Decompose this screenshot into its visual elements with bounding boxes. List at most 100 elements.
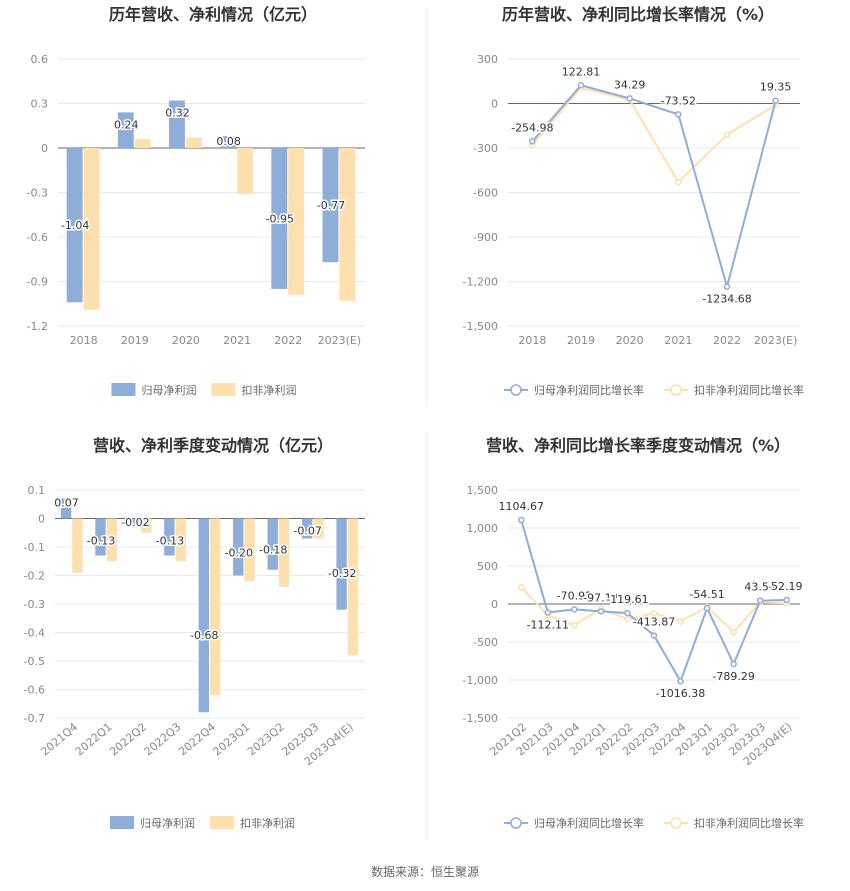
quarterly-profit-y-tick-label: -0.5 (24, 655, 45, 668)
quarterly-profit-data-label: -0.13 (87, 535, 115, 548)
quarterly-growth-point-secondary (571, 622, 578, 629)
quarterly-profit-data-label: -0.13 (156, 535, 184, 548)
annual-profit-x-tick-label: 2018 (70, 334, 98, 347)
legend-marker-secondary (670, 384, 682, 396)
annual-profit-title: 历年营收、净利情况（亿元） (109, 5, 317, 24)
annual-growth-point-primary (577, 82, 585, 89)
quarterly-growth-data-label: -789.29 (712, 670, 754, 683)
quarterly-profit-bar-primary (95, 518, 106, 556)
annual-growth-data-label: 34.29 (614, 78, 646, 91)
quarterly-growth-point-secondary (650, 609, 658, 617)
quarterly-growth-data-label: 52.19 (771, 580, 803, 593)
annual-growth-point-secondary (675, 178, 682, 186)
quarterly-growth-point-primary (783, 596, 790, 604)
annual-profit-y-tick-label: 0.6 (31, 53, 49, 66)
annual-profit-y-tick-label: -0.9 (27, 276, 48, 289)
quarterly-growth-point-secondary (730, 628, 737, 636)
annual-profit-y-tick-label: 0 (41, 142, 48, 155)
quarterly-profit-data-label: 0.07 (54, 497, 79, 510)
quarterly-growth-point-primary (650, 632, 658, 639)
legend-marker-primary (510, 817, 522, 829)
annual-profit-y-tick-label: -0.3 (27, 187, 48, 200)
quarterly-growth-chart: 营收、净利同比增长率季度变动情况（%） 1,500 1,000 500 0 -500 -1,… (463, 436, 804, 830)
quarterly-growth-point-primary (756, 597, 764, 604)
annual-profit-y-tick-label: 0.3 (31, 98, 49, 111)
quarterly-profit-bar-secondary (347, 518, 359, 656)
annual-profit-bar-primary (220, 136, 237, 148)
quarterly-profit-x-tick-label: 2023Q1 (211, 720, 253, 758)
annual-growth-legend: 归母净利润同比增长率 扣非净利润同比增长率 (504, 383, 804, 397)
quarterly-growth-y-tick-label: 0 (491, 598, 498, 611)
quarterly-profit-bar-primary (301, 518, 313, 539)
annual-profit-bar-secondary (185, 137, 202, 148)
annual-growth-x-tick-label: 2023(E) (754, 334, 798, 347)
legend-label-primary: 归母净利润 (140, 816, 195, 830)
quarterly-growth-data-label: -70.92 (557, 589, 592, 602)
quarterly-profit-bar-secondary (244, 518, 255, 582)
annual-profit-chart: 历年营收、净利情况（亿元） 0.6 0.3 0 -0.3 -0.6 -0.9 -1.2 2018… (27, 5, 365, 397)
annual-growth-point-primary (723, 283, 731, 290)
quarterly-profit-bar-secondary (175, 518, 186, 562)
annual-profit-data-label: 0.32 (165, 107, 190, 120)
quarterly-profit-bar-secondary (72, 518, 83, 573)
quarterly-growth-point-primary (571, 606, 578, 613)
annual-profit-bar-primary (169, 100, 185, 148)
quarterly-profit-bar-secondary (278, 518, 290, 587)
quarterly-growth-data-label: -413.87 (633, 615, 675, 628)
annual-profit-x-tick-label: 2019 (121, 334, 149, 347)
annual-growth-chart: 历年营收、净利同比增长率情况（%） 300 0 -300 -600 -900 -1,200 -… (463, 5, 804, 397)
quarterly-profit-bar-secondary (106, 518, 118, 562)
annual-profit-bar-primary (117, 112, 134, 148)
annual-profit-bar-secondary (83, 148, 100, 310)
quarterly-profit-y-tick-label: 0 (38, 513, 45, 526)
quarterly-growth-point-primary (703, 604, 711, 612)
annual-growth-line-secondary (531, 86, 777, 184)
annual-growth-point-primary (626, 95, 633, 102)
quarterly-profit-chart: 营收、净利季度变动情况（亿元） 0.1 0 -0.1 -0.2 -0.3 -0.4 -0.5 -… (24, 436, 365, 830)
quarterly-profit-bar-primary (233, 518, 244, 576)
quarterly-growth-legend: 归母净利润同比增长率 扣非净利润同比增长率 (504, 816, 804, 830)
quarterly-growth-point-primary (518, 516, 525, 524)
quarterly-profit-legend: 归母净利润 扣非净利润 (110, 816, 295, 830)
quarterly-profit-data-label: -0.02 (121, 516, 149, 529)
annual-profit-data-label: 0.24 (114, 118, 139, 131)
annual-growth-data-label: 122.81 (562, 65, 601, 78)
quarterly-growth-point-primary (677, 677, 684, 685)
quarterly-profit-y-tick-label: -0.7 (24, 712, 45, 725)
quarterly-profit-bar-primary (198, 518, 209, 713)
annual-growth-line-primary (531, 84, 777, 291)
annual-growth-point-primary (772, 97, 779, 104)
annual-profit-bar-secondary (288, 148, 305, 295)
annual-growth-data-label: -1234.68 (702, 293, 751, 306)
quarterly-growth-title: 营收、净利同比增长率季度变动情况（%） (486, 436, 790, 455)
quarterly-profit-bar-secondary (313, 518, 324, 539)
quarterly-growth-point-secondary (624, 615, 631, 623)
quarterly-growth-y-tick-label: -1,000 (463, 674, 498, 687)
annual-profit-x-tick-label: 2021 (223, 334, 251, 347)
annual-growth-x-tick-label: 2022 (713, 334, 741, 347)
annual-profit-bar-primary (322, 148, 339, 263)
quarterly-profit-y-tick-label: -0.4 (24, 627, 45, 640)
quarterly-growth-data-label: -54.51 (689, 588, 724, 601)
quarterly-profit-y-tick-label: -0.3 (24, 598, 45, 611)
annual-profit-legend: 归母净利润 扣非净利润 (111, 383, 297, 397)
quarterly-growth-data-label: -119.61 (606, 593, 648, 606)
annual-profit-x-tick-label: 2023(E) (318, 334, 362, 347)
annual-growth-title: 历年营收、净利同比增长率情况（%） (502, 5, 774, 24)
legend-swatch-secondary (211, 383, 236, 396)
quarterly-growth-point-primary (624, 609, 631, 617)
quarterly-growth-y-tick-label: -500 (473, 636, 498, 649)
quarterly-growth-point-secondary (518, 584, 525, 591)
annual-growth-x-tick-label: 2018 (518, 334, 546, 347)
annual-profit-bar-secondary (339, 148, 356, 301)
quarterly-profit-y-tick-label: -0.6 (24, 684, 45, 697)
annual-profit-bar-primary (271, 148, 288, 289)
annual-growth-data-label: -254.98 (511, 121, 553, 134)
quarterly-profit-x-tick-label: 2022Q1 (73, 720, 115, 758)
quarterly-profit-y-tick-label: -0.1 (24, 541, 45, 554)
annual-profit-bar-secondary (237, 148, 253, 194)
quarterly-growth-point-primary (730, 660, 737, 668)
annual-growth-x-tick-label: 2020 (616, 334, 644, 347)
quarterly-growth-data-label: -97.12 (583, 591, 618, 604)
annual-growth-y-tick-label: -300 (473, 142, 498, 155)
